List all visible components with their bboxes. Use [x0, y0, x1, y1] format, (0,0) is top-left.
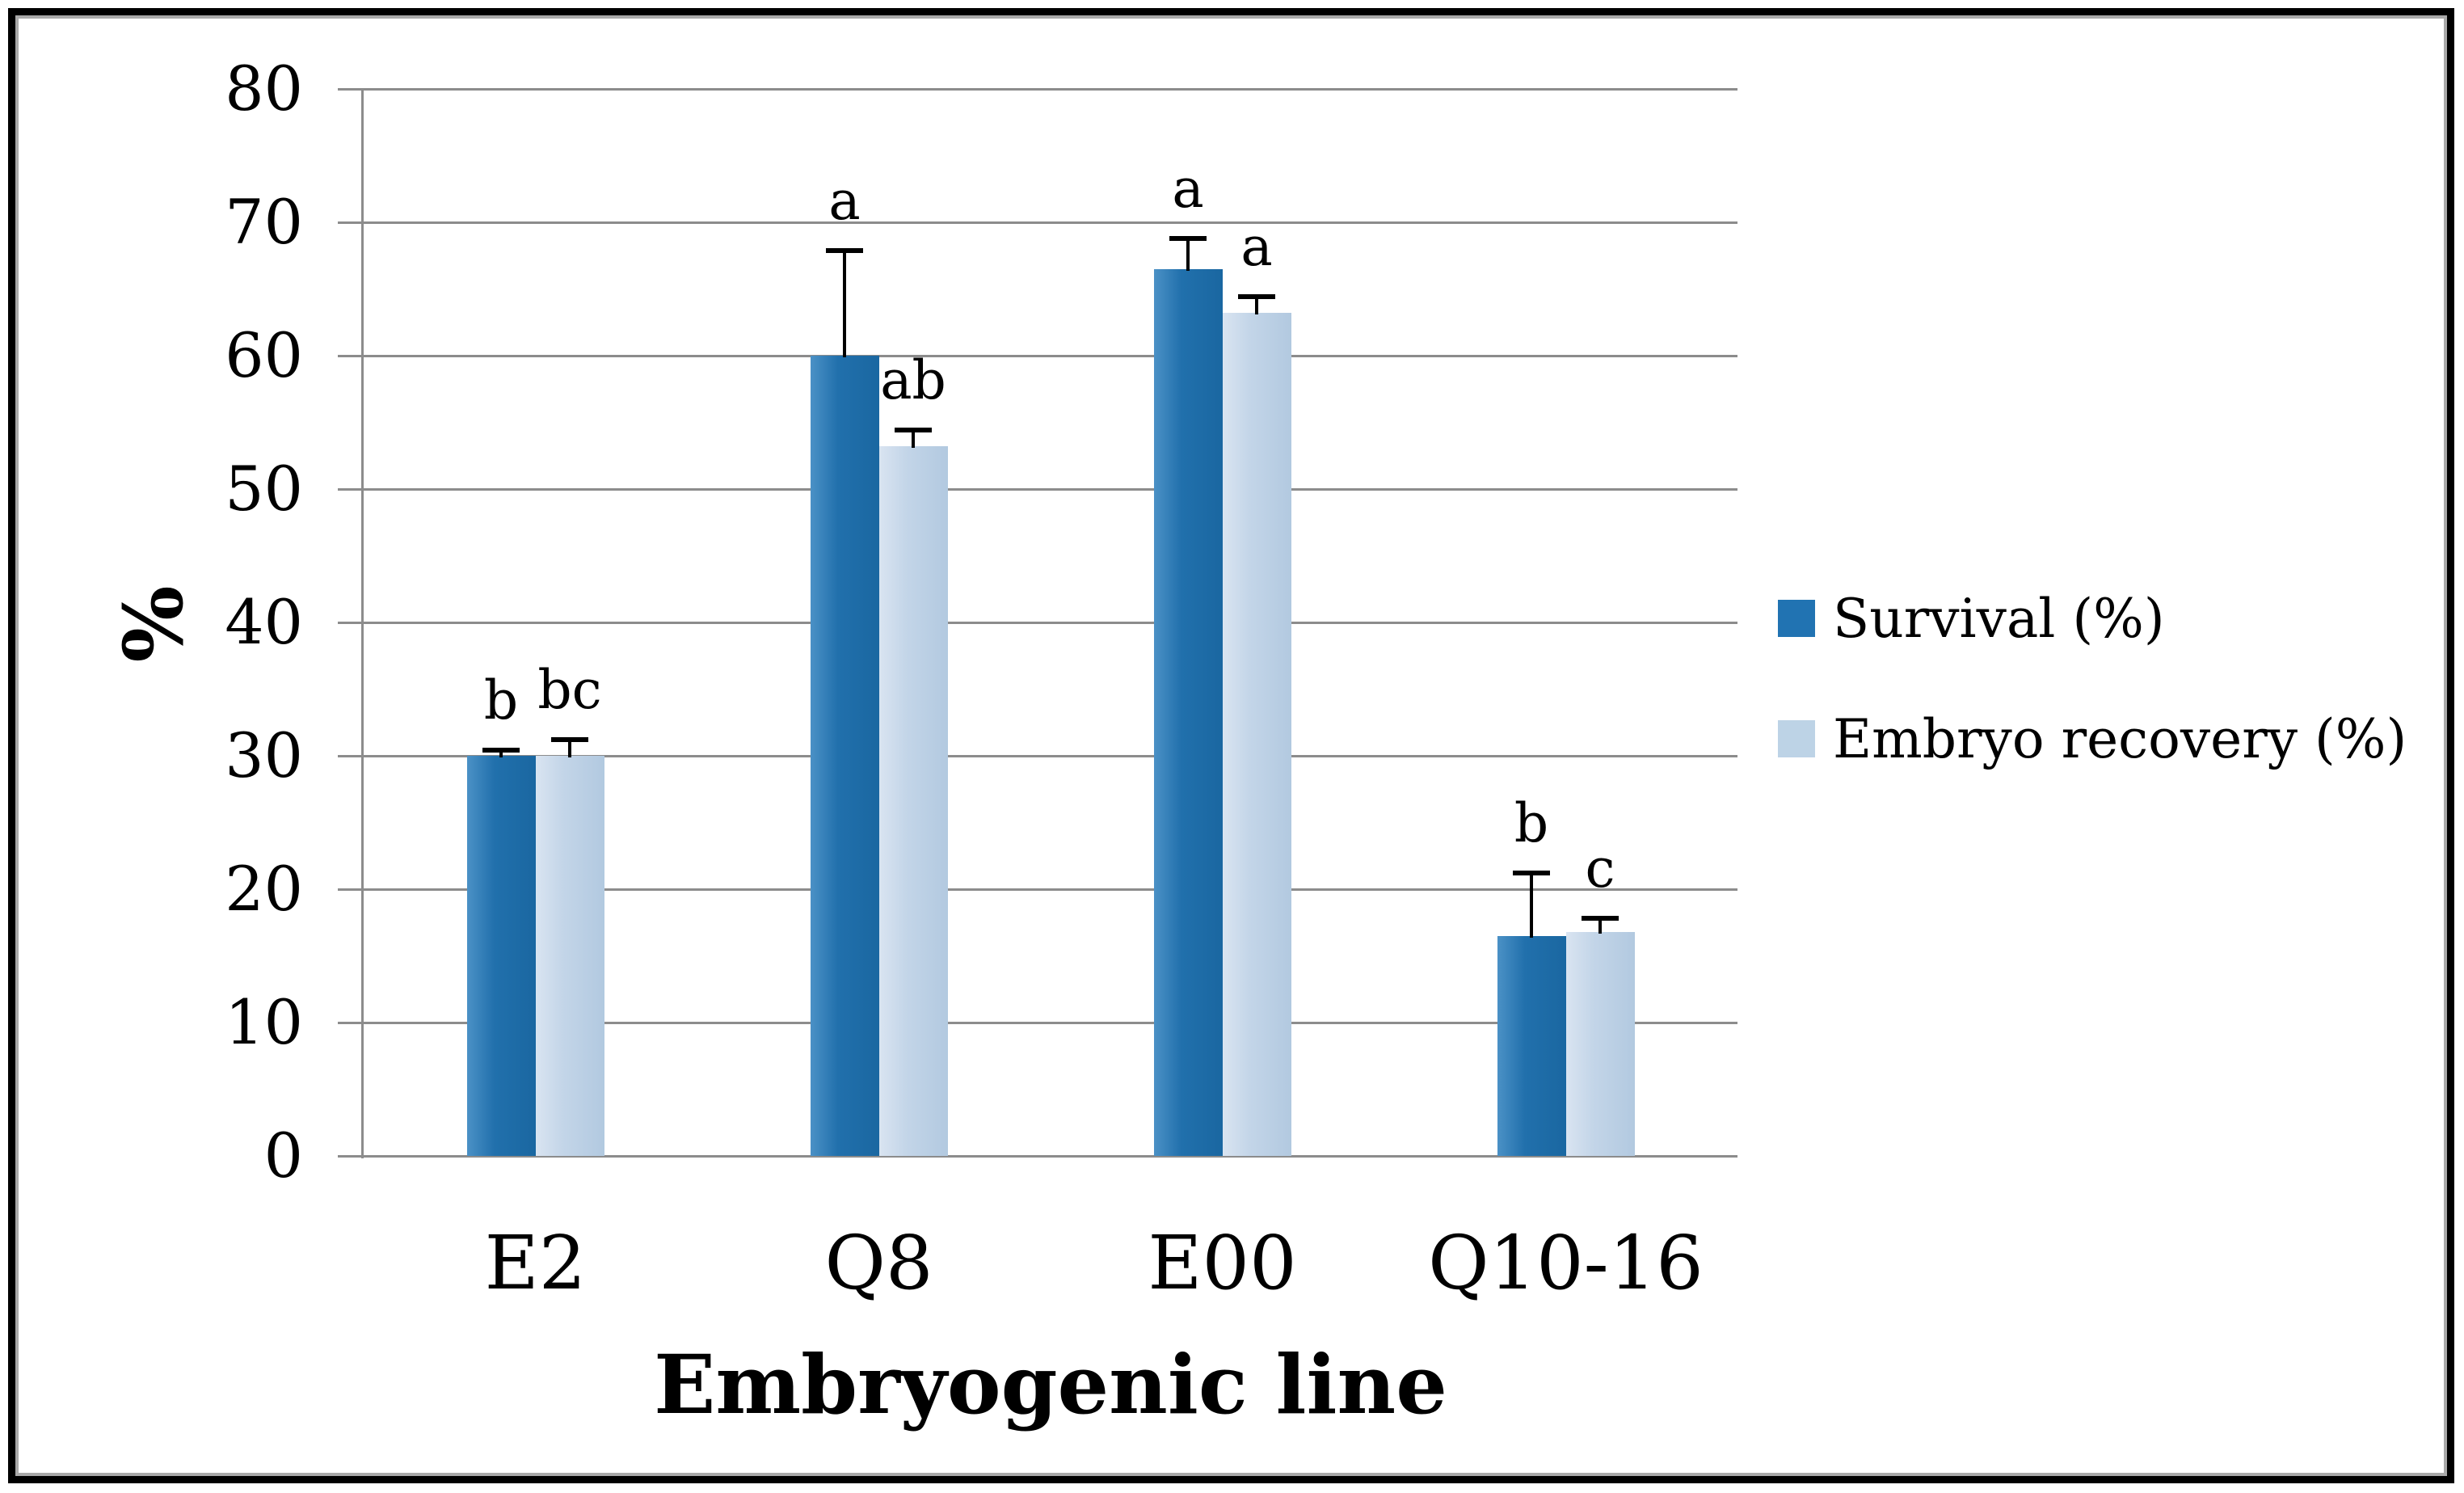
error-bar-cap-Q10-16-series1	[1582, 916, 1619, 922]
error-bar-cap-Q10-16-series0	[1513, 871, 1550, 876]
sig-letter-E2-series1: bc	[537, 659, 602, 722]
legend-item-survival: Survival (%)	[1778, 582, 2165, 655]
y-axis-tick-30	[338, 754, 364, 757]
bar-Q8-series0	[810, 356, 879, 1156]
y-axis-label-50: 50	[225, 453, 303, 525]
error-bar-stem-Q8-series0	[843, 250, 846, 357]
y-axis-tick-80	[338, 87, 364, 91]
error-bar-cap-E00-series1	[1238, 294, 1275, 300]
legend-swatch-survival	[1778, 600, 1815, 637]
y-axis-line	[361, 89, 364, 1158]
error-bar-stem-Q10-16-series1	[1598, 918, 1602, 934]
x-axis-title: Embryogenic line	[647, 1332, 1455, 1437]
x-axis-label-Q10-16: Q10-16	[1428, 1220, 1704, 1306]
legend-label-survival: Survival (%)	[1833, 587, 2165, 650]
error-bar-cap-E00-series0	[1169, 235, 1207, 241]
error-bar-stem-Q10-16-series0	[1530, 873, 1533, 938]
gridline-20	[364, 888, 1737, 891]
y-axis-label-80: 80	[225, 53, 303, 124]
sig-letter-Q10-16-series0: b	[1514, 792, 1549, 855]
sig-letter-Q8-series1: ab	[880, 349, 946, 412]
error-bar-stem-E00-series1	[1255, 297, 1258, 315]
sig-letter-E00-series1: a	[1240, 216, 1273, 279]
legend-swatch-embryo-recovery	[1778, 720, 1815, 757]
bar-E2-series1	[535, 756, 604, 1156]
bar-Q10-16-series0	[1497, 935, 1566, 1156]
y-axis-tick-0	[338, 1154, 364, 1158]
gridline-10	[364, 1021, 1737, 1024]
x-axis-label-E2: E2	[484, 1220, 587, 1306]
x-axis-label-E00: E00	[1148, 1220, 1297, 1306]
error-bar-stem-E00-series0	[1186, 238, 1190, 271]
y-axis-label-10: 10	[225, 986, 303, 1058]
bar-Q8-series1	[878, 446, 948, 1156]
error-bar-cap-Q8-series1	[895, 428, 932, 433]
error-bar-cap-E2-series1	[551, 737, 588, 743]
sig-letter-Q10-16-series1: c	[1585, 837, 1615, 900]
error-bar-cap-Q8-series0	[826, 247, 863, 253]
error-bar-stem-E2-series1	[568, 740, 571, 757]
y-axis-tick-20	[338, 888, 364, 891]
plot-area: b bc a ab a a b c	[364, 87, 1737, 1158]
gridline-80	[364, 87, 1737, 91]
error-bar-cap-E2-series0	[482, 748, 520, 753]
y-axis-tick-60	[338, 354, 364, 357]
y-axis-label-60: 60	[225, 319, 303, 391]
y-axis-label-40: 40	[225, 586, 303, 658]
gridline-30	[364, 754, 1737, 757]
y-axis-tick-50	[338, 487, 364, 491]
error-bar-stem-E2-series0	[499, 750, 503, 757]
bar-E00-series0	[1153, 268, 1223, 1156]
gridline-40	[364, 621, 1737, 624]
bar-E2-series0	[466, 756, 536, 1156]
y-axis-label-0: 0	[263, 1120, 303, 1191]
legend-label-embryo-recovery: Embryo recovery (%)	[1833, 707, 2407, 770]
bar-E00-series1	[1222, 313, 1291, 1156]
y-axis-tick-40	[338, 621, 364, 624]
x-axis-title-text: Embryogenic line	[654, 1337, 1447, 1432]
y-axis-tick-70	[338, 221, 364, 224]
sig-letter-Q8-series0: a	[828, 169, 861, 232]
sig-letter-E2-series0: b	[483, 669, 519, 732]
gridline-60	[364, 354, 1737, 357]
gridline-0	[364, 1154, 1737, 1158]
error-bar-stem-Q8-series1	[912, 430, 915, 449]
legend-item-embryo-recovery: Embryo recovery (%)	[1778, 702, 2407, 775]
y-axis-label-20: 20	[225, 853, 303, 925]
y-axis-label-70: 70	[225, 186, 303, 258]
bar-Q10-16-series1	[1565, 931, 1635, 1156]
y-axis-label-30: 30	[225, 719, 303, 791]
gridline-70	[364, 221, 1737, 224]
x-axis-label-Q8: Q8	[824, 1220, 933, 1306]
gridline-50	[364, 487, 1737, 491]
y-axis-tick-10	[338, 1021, 364, 1024]
sig-letter-E00-series0: a	[1172, 157, 1204, 220]
